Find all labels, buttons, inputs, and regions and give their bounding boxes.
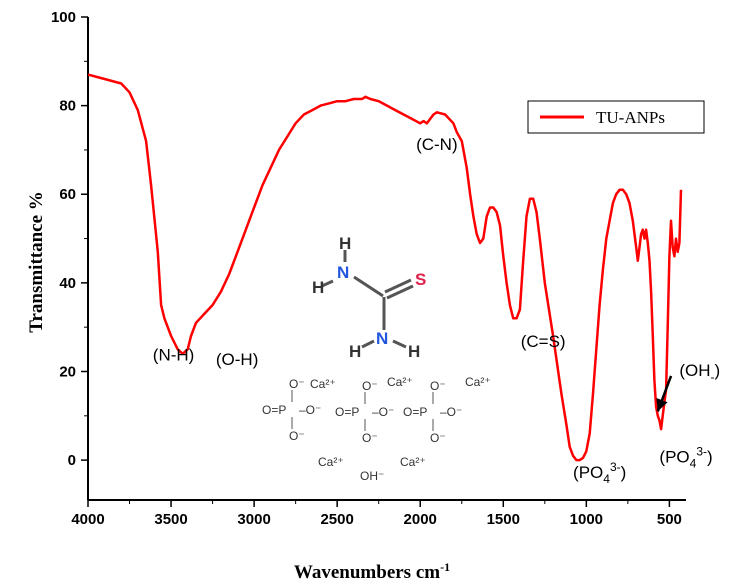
bond <box>392 339 407 349</box>
y-tick-label: 40 <box>59 275 76 292</box>
bond <box>386 284 414 300</box>
annotation-text: (N-H) <box>153 345 195 364</box>
phosphate-o-bottom: O⁻ <box>430 431 446 445</box>
legend: TU-ANPs <box>527 100 705 134</box>
peak-annotation: (PO43-) <box>659 444 712 470</box>
calcium-ion: Ca²⁺ <box>465 375 491 389</box>
phosphate-o-top: O⁻ <box>430 379 446 393</box>
x-tick-label: 3000 <box>237 511 270 528</box>
atom-h: H <box>408 342 420 361</box>
atom-n: N <box>376 329 388 348</box>
x-tick-label: 500 <box>657 511 682 528</box>
ticks: 4000 3500 3000 2500 2000 1500 1000 500 0 20 40 60 80… <box>51 9 682 528</box>
annotation-text: (C-N) <box>416 135 458 154</box>
bond <box>361 339 375 349</box>
phosphate-group: O⁻ O=P –O⁻ O⁻ <box>335 379 394 445</box>
x-tick-label: 4000 <box>71 511 104 528</box>
x-tick-label: 3500 <box>154 511 187 528</box>
atom-h: H <box>349 342 361 361</box>
phosphate-o-bottom: O⁻ <box>362 431 378 445</box>
y-tick-label: 20 <box>59 363 76 380</box>
annotation-suffix: ) <box>621 463 627 482</box>
phosphate-o-right: –O⁻ <box>440 405 462 419</box>
phosphate-o-bottom: O⁻ <box>289 429 305 443</box>
y-tick-label: 100 <box>51 9 76 26</box>
hydroxide-ion: OH⁻ <box>360 469 384 483</box>
x-axis-title-main: Wavenumbers cm <box>294 562 440 583</box>
x-axis-title-sup: -1 <box>440 560 450 574</box>
annotation-subscript: - <box>711 370 715 384</box>
phosphate-o-left: O=P <box>335 405 359 419</box>
thiourea-structure: H N H S N H H <box>312 234 426 361</box>
annotation-superscript: 3- <box>696 444 707 458</box>
atom-h: H <box>312 278 324 297</box>
phosphate-o-top: O⁻ <box>362 379 378 393</box>
annotation-text: (C=S) <box>521 332 566 351</box>
calcium-ion: Ca²⁺ <box>400 455 426 469</box>
peak-annotation: (O-H) <box>216 350 258 369</box>
annotation-text: (O-H) <box>216 350 258 369</box>
phosphate-o-top: O⁻ <box>289 377 305 391</box>
oh-arrow-head <box>656 398 668 412</box>
x-axis-title: Wavenumbers cm-1 <box>294 560 450 583</box>
annotation-subscript: 4 <box>690 456 697 470</box>
series-line-tu-anps <box>87 73 683 462</box>
x-tick-label: 2500 <box>320 511 353 528</box>
phosphate-o-right: –O⁻ <box>372 405 394 419</box>
annotation-superscript: 3- <box>610 460 621 474</box>
annotation-text: (PO <box>659 447 689 466</box>
atom-s: S <box>415 270 426 289</box>
annotation-suffix: ) <box>707 447 713 466</box>
peak-annotation: (C=S) <box>521 332 566 351</box>
atom-n: N <box>337 263 349 282</box>
calcium-ion: Ca²⁺ <box>310 377 336 391</box>
bond <box>321 279 334 288</box>
legend-label: TU-ANPs <box>596 108 665 127</box>
y-axis-title: Transmittance % <box>26 191 47 333</box>
bond <box>384 278 412 294</box>
y-tick-label: 60 <box>59 186 76 203</box>
y-tick-label: 0 <box>68 452 76 469</box>
series-layer <box>87 73 683 462</box>
phosphate-o-left: O=P <box>262 403 286 417</box>
atom-h: H <box>339 234 351 253</box>
calcium-ion: Ca²⁺ <box>387 375 413 389</box>
bond <box>353 275 384 298</box>
peak-annotation: (OH-) <box>679 361 720 384</box>
peak-annotation: (N-H) <box>153 345 195 364</box>
phosphate-o-right: –O⁻ <box>299 403 321 417</box>
phosphate-o-left: O=P <box>403 405 427 419</box>
x-tick-label: 2000 <box>404 511 437 528</box>
annotation-suffix: ) <box>715 361 721 380</box>
axes <box>87 17 686 501</box>
annotation-text: (OH <box>679 361 710 380</box>
annotations: (N-H) (O-H)(C-N)(C=S)(PO43-)(PO43-)(OH-) <box>153 135 720 486</box>
peak-annotation: (PO43-) <box>573 460 626 486</box>
phosphate-group: O⁻ O=P –O⁻ O⁻ <box>403 379 462 445</box>
annotation-subscript: 4 <box>603 472 610 486</box>
annotation-text: (PO <box>573 463 603 482</box>
phosphate-group: O⁻ O=P –O⁻ O⁻ <box>262 377 321 443</box>
phosphate-structure: O⁻ O=P –O⁻ O⁻ O⁻ O=P –O⁻ O⁻ O⁻ O=P –O⁻ O… <box>262 375 491 483</box>
y-tick-label: 80 <box>59 98 76 115</box>
x-tick-label: 1500 <box>487 511 520 528</box>
x-tick-label: 1000 <box>570 511 603 528</box>
calcium-ion: Ca²⁺ <box>318 455 344 469</box>
peak-annotation: (C-N) <box>416 135 458 154</box>
